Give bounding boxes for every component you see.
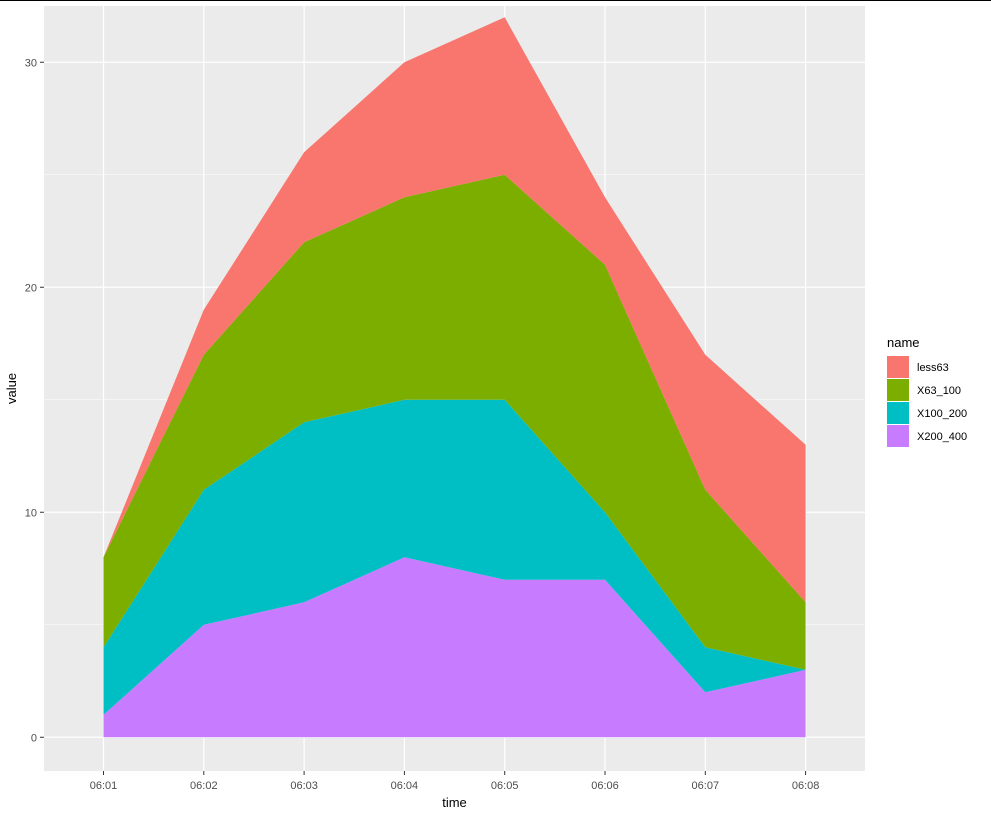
x-tick-label: 06:06 [591,780,619,792]
legend-label: less63 [917,362,949,374]
x-tick-label: 06:03 [290,780,318,792]
legend-key-x100-200 [887,402,909,424]
y-tick-label: 10 [25,507,37,519]
x-tick-label: 06:05 [491,780,519,792]
x-axis-ticks: 06:01 06:02 06:03 06:04 06:05 06:06 06:07 06:08 [90,771,820,792]
area-x63-100 [103,174,806,670]
area-series [103,17,806,738]
legend-key-less63 [887,356,909,378]
legend-key-x63-100 [887,379,909,401]
legend-key-x200-400 [887,425,909,447]
y-axis-title: value [4,373,19,404]
y-tick-label: 30 [25,57,37,69]
x-tick-label: 06:01 [90,780,118,792]
x-tick-label: 06:08 [792,780,820,792]
x-tick-label: 06:07 [692,780,720,792]
legend-label: X200_400 [917,431,967,443]
y-tick-label: 20 [25,282,37,294]
legend-label: X63_100 [917,385,961,397]
legend: name less63 X63_100 X100_200 X200_400 [887,335,967,447]
top-border [0,0,991,1]
y-axis-ticks: 0 10 20 30 [25,57,44,744]
legend-label: X100_200 [917,408,967,420]
x-tick-label: 06:02 [190,780,218,792]
area-x200-400 [103,557,806,738]
x-axis-title: time [442,795,467,810]
legend-title: name [887,335,920,350]
area-x100-200 [103,399,806,715]
y-tick-label: 0 [31,732,37,744]
x-tick-label: 06:04 [391,780,419,792]
area-less63 [103,17,806,603]
